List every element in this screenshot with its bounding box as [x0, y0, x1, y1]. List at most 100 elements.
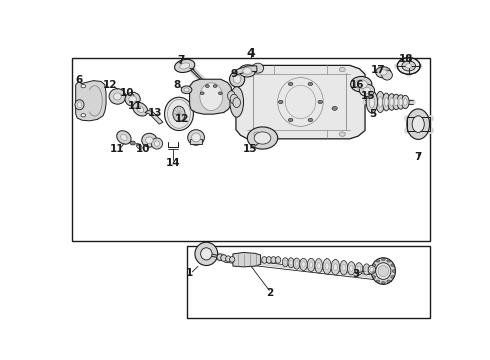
Polygon shape: [190, 79, 231, 114]
Ellipse shape: [350, 265, 353, 271]
Ellipse shape: [75, 100, 84, 110]
Polygon shape: [236, 66, 365, 139]
Ellipse shape: [382, 70, 392, 80]
Polygon shape: [75, 81, 106, 121]
Ellipse shape: [81, 114, 86, 117]
Ellipse shape: [401, 95, 409, 109]
Ellipse shape: [402, 61, 416, 71]
Ellipse shape: [252, 63, 264, 73]
Ellipse shape: [347, 262, 355, 275]
Ellipse shape: [363, 264, 370, 275]
Ellipse shape: [181, 86, 192, 94]
Ellipse shape: [109, 89, 126, 104]
Ellipse shape: [125, 92, 140, 106]
Ellipse shape: [394, 98, 398, 106]
Ellipse shape: [323, 258, 331, 274]
Ellipse shape: [332, 107, 337, 110]
Text: 4: 4: [247, 47, 255, 60]
Ellipse shape: [385, 98, 388, 107]
Ellipse shape: [399, 98, 403, 105]
Ellipse shape: [339, 67, 345, 72]
Ellipse shape: [376, 67, 391, 78]
Ellipse shape: [390, 98, 393, 106]
Ellipse shape: [165, 97, 194, 131]
Ellipse shape: [254, 67, 260, 72]
Text: 7: 7: [177, 55, 185, 65]
Ellipse shape: [315, 258, 322, 273]
Text: 10: 10: [120, 87, 134, 98]
Ellipse shape: [381, 258, 385, 261]
Ellipse shape: [331, 260, 340, 275]
Ellipse shape: [391, 275, 394, 278]
Ellipse shape: [174, 59, 195, 72]
Ellipse shape: [227, 91, 235, 101]
Ellipse shape: [397, 95, 405, 109]
Ellipse shape: [230, 94, 238, 104]
Ellipse shape: [366, 91, 378, 113]
Ellipse shape: [275, 257, 281, 263]
Ellipse shape: [262, 257, 267, 263]
Ellipse shape: [117, 131, 131, 144]
Ellipse shape: [77, 102, 82, 108]
Ellipse shape: [339, 132, 345, 136]
Ellipse shape: [288, 258, 294, 268]
Ellipse shape: [397, 58, 420, 74]
Ellipse shape: [136, 143, 142, 149]
Ellipse shape: [388, 94, 395, 110]
Ellipse shape: [121, 134, 127, 141]
Ellipse shape: [403, 99, 407, 105]
Text: 2: 2: [266, 288, 273, 298]
Ellipse shape: [355, 80, 368, 89]
Ellipse shape: [278, 100, 283, 104]
Ellipse shape: [307, 258, 315, 271]
Ellipse shape: [368, 265, 376, 274]
Ellipse shape: [133, 102, 147, 116]
Ellipse shape: [340, 261, 347, 275]
Text: 18: 18: [399, 54, 413, 64]
Polygon shape: [233, 252, 261, 267]
Ellipse shape: [154, 141, 160, 146]
Ellipse shape: [383, 93, 390, 111]
Text: 14: 14: [166, 158, 181, 168]
Ellipse shape: [308, 118, 313, 122]
Ellipse shape: [379, 69, 387, 75]
Text: 1: 1: [186, 268, 193, 278]
Ellipse shape: [351, 76, 372, 92]
Ellipse shape: [267, 257, 271, 263]
Ellipse shape: [392, 270, 395, 273]
Text: 15: 15: [361, 91, 375, 102]
Ellipse shape: [173, 106, 185, 122]
Ellipse shape: [200, 248, 212, 260]
Text: 12: 12: [175, 114, 189, 124]
Ellipse shape: [282, 258, 288, 267]
Text: 6: 6: [76, 75, 83, 85]
Ellipse shape: [254, 132, 271, 144]
Ellipse shape: [284, 260, 287, 264]
Ellipse shape: [220, 255, 227, 261]
Ellipse shape: [355, 263, 363, 275]
Ellipse shape: [192, 133, 200, 142]
Ellipse shape: [302, 262, 305, 267]
Ellipse shape: [371, 270, 374, 273]
Ellipse shape: [406, 64, 412, 68]
Ellipse shape: [226, 256, 231, 262]
Ellipse shape: [229, 257, 235, 262]
Polygon shape: [145, 110, 163, 124]
Ellipse shape: [290, 261, 293, 265]
Ellipse shape: [137, 106, 144, 113]
Ellipse shape: [247, 127, 278, 149]
Polygon shape: [237, 66, 257, 75]
Ellipse shape: [295, 261, 298, 266]
Ellipse shape: [254, 132, 260, 136]
Ellipse shape: [325, 263, 329, 270]
Ellipse shape: [392, 94, 400, 110]
Ellipse shape: [376, 91, 385, 112]
Text: 16: 16: [349, 80, 364, 90]
Ellipse shape: [288, 82, 293, 86]
Ellipse shape: [219, 92, 222, 95]
Ellipse shape: [357, 266, 361, 271]
Ellipse shape: [195, 242, 218, 266]
Ellipse shape: [412, 116, 424, 132]
Ellipse shape: [230, 87, 244, 117]
Ellipse shape: [309, 262, 313, 268]
